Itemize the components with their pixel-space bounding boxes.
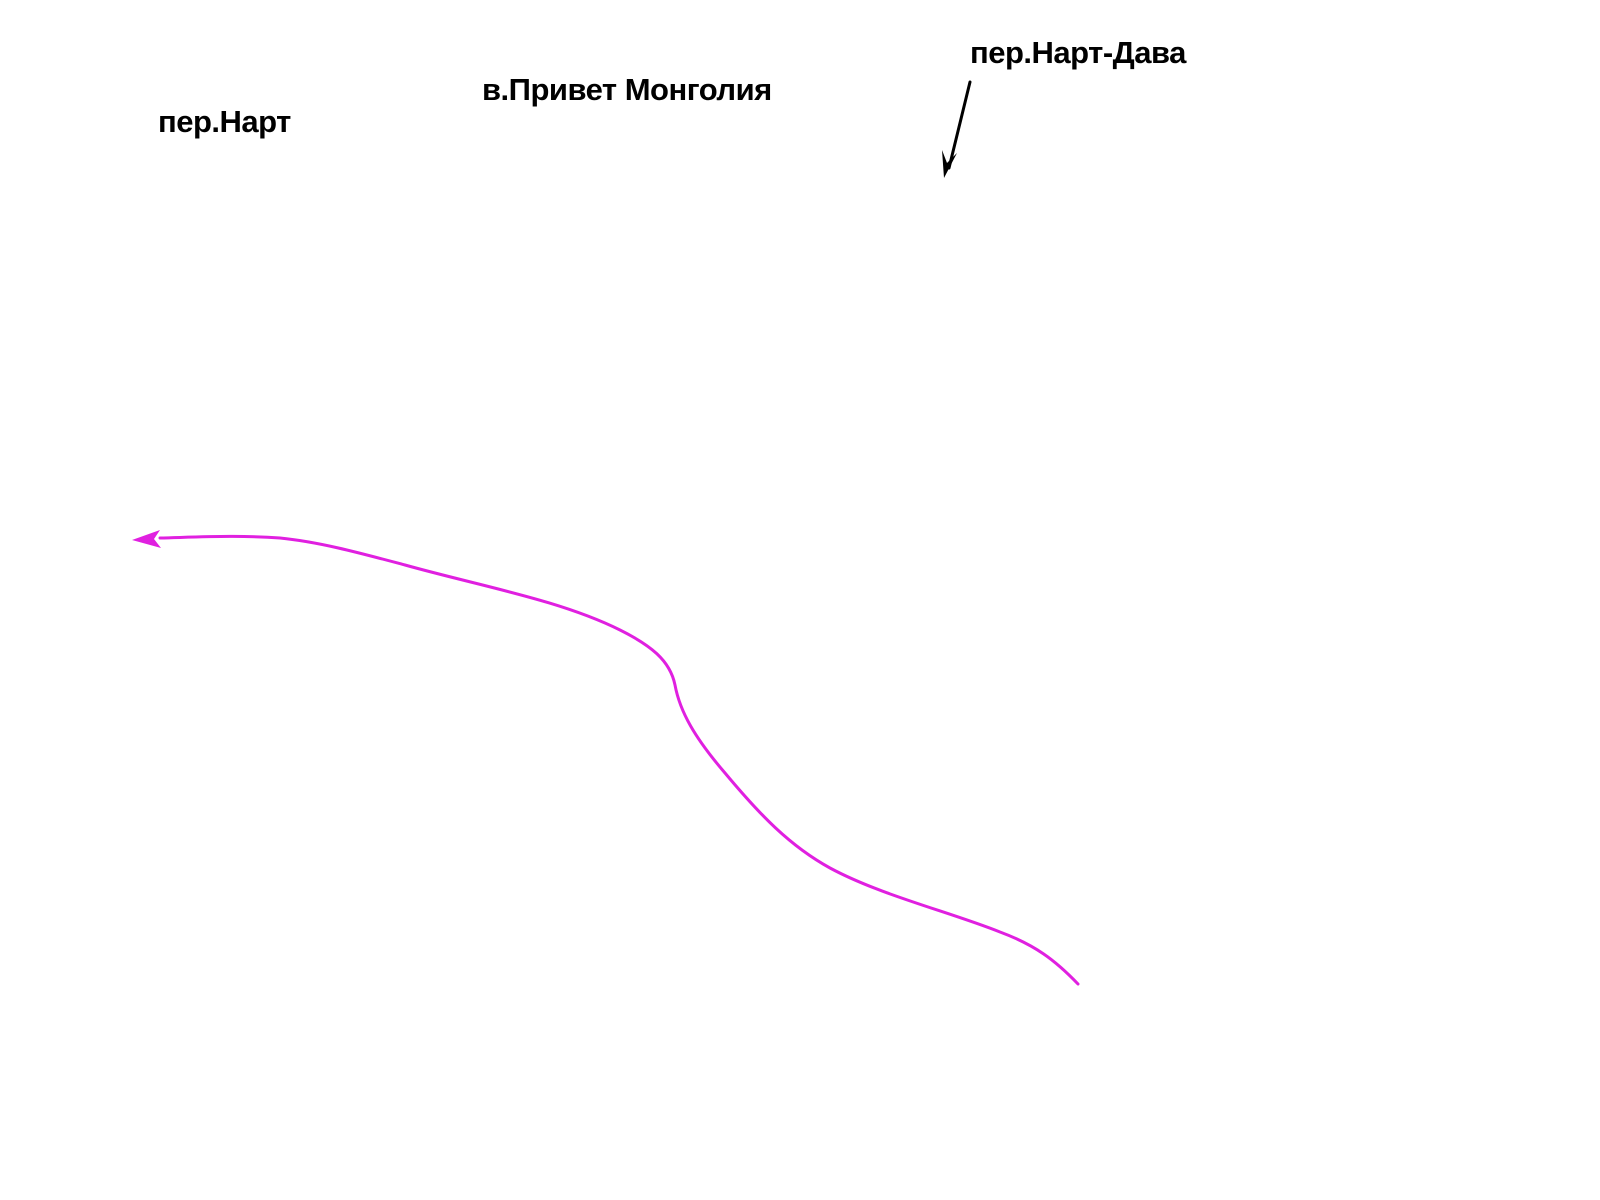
pass-nart-dava-label: пер.Нарт-Дава: [970, 35, 1186, 70]
pointer-arrow-icon: [942, 80, 972, 178]
arrowhead-left-icon: [132, 530, 161, 548]
route-path: [132, 530, 1080, 986]
arrow-down-icon: [942, 150, 957, 178]
peak-privet-mongolia-label: в.Привет Монголия: [482, 72, 772, 107]
pass-nart-label: пер.Нарт: [158, 104, 291, 139]
